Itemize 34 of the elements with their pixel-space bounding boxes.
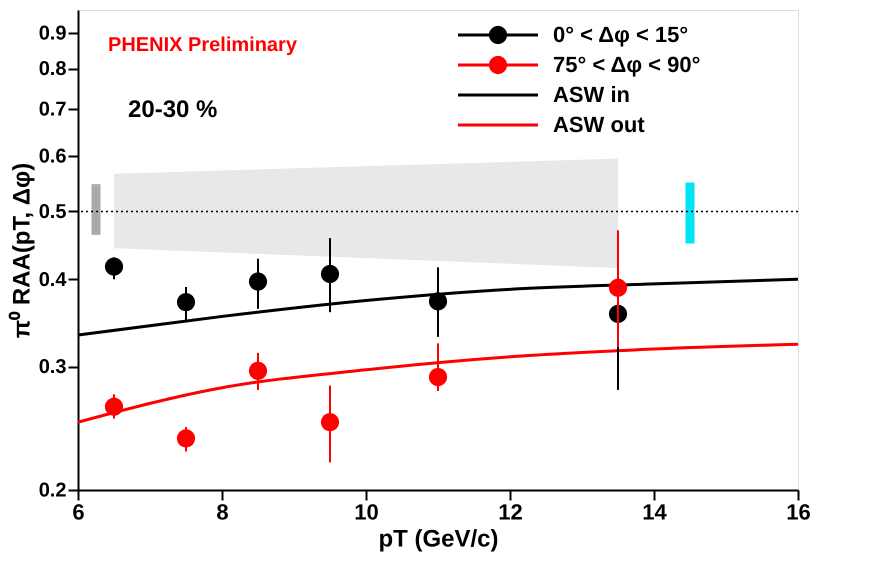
y-tick-label: 0.5 xyxy=(38,200,66,223)
y-tick-label: 0.6 xyxy=(38,146,66,168)
y-tick-label: 0.7 xyxy=(38,98,66,121)
point xyxy=(428,368,448,386)
x-tick-label: 12 xyxy=(498,500,523,524)
point xyxy=(104,258,124,276)
x-tick-label: 14 xyxy=(642,500,668,524)
x-tick-label: 10 xyxy=(354,500,379,524)
point xyxy=(248,272,268,291)
point xyxy=(320,413,340,432)
point xyxy=(428,292,448,310)
y-tick-label: 0.3 xyxy=(38,356,66,378)
y-tick-label: 0.9 xyxy=(38,22,66,44)
y-tick-label: 0.8 xyxy=(38,58,66,80)
y-tick-label: 0.4 xyxy=(38,268,68,291)
x-tick-label: 6 xyxy=(72,500,85,524)
point xyxy=(176,429,196,448)
point xyxy=(104,398,124,416)
x-tick-label: 8 xyxy=(216,500,229,524)
legend-label: ASW in xyxy=(553,82,630,107)
point xyxy=(248,362,268,380)
annotation: 20-30 % xyxy=(128,96,218,123)
legend-label: 75° < Δφ < 90° xyxy=(553,52,700,77)
legend-label: 0° < Δφ < 15° xyxy=(553,22,688,47)
line-series xyxy=(76,342,800,424)
point xyxy=(176,293,196,312)
point xyxy=(320,264,340,284)
annotation: PHENIX Preliminary xyxy=(108,34,298,56)
y-axis-title: π⁰ RAA(pT, Δφ) xyxy=(8,162,36,338)
y-tick-label: 0.2 xyxy=(38,480,66,502)
point xyxy=(608,278,628,297)
legend-label: ASW out xyxy=(553,112,646,137)
x-tick-label: 16 xyxy=(786,500,811,524)
x-axis-title: pT (GeV/c) xyxy=(378,526,499,552)
